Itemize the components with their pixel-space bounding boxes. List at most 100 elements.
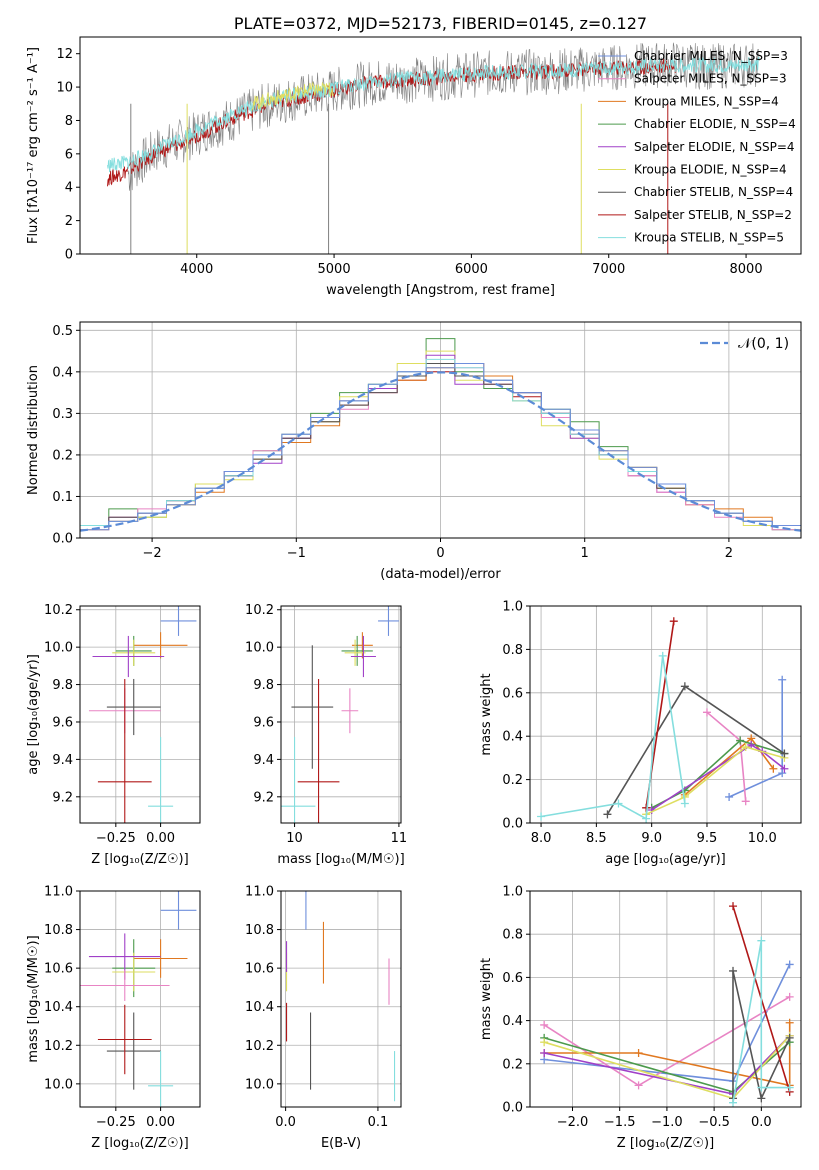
errorbar-point-7 xyxy=(97,678,152,823)
errorbar-point-6 xyxy=(106,678,161,736)
weight-marker xyxy=(785,992,794,1001)
x-tick-label: 6000 xyxy=(455,262,488,277)
y-tick-label: 0 xyxy=(65,248,73,263)
plot-area xyxy=(80,891,197,1107)
axes-frame xyxy=(79,890,201,1108)
y-tick-label: 9.4 xyxy=(52,753,73,768)
errorbar-point-7 xyxy=(297,678,340,823)
y-tick-label: 0.4 xyxy=(502,1014,523,1029)
weight-marker xyxy=(634,1049,643,1057)
weight-marker xyxy=(769,764,778,773)
x-axis-label: age [log₁₀(age/yr)] xyxy=(605,852,726,867)
x-tick-label: 0 xyxy=(436,546,444,561)
chart-5: −0.25 0.00 10.0 10.2 10.4 10.6 10.8 11.0 Z [log₁… xyxy=(26,885,201,1151)
y-tick-label: 6 xyxy=(65,147,73,162)
plot-area xyxy=(88,606,197,823)
weight-marker xyxy=(614,799,623,808)
legend-label: Kroupa STELIB, N_SSP=5 xyxy=(634,231,784,245)
x-axis-label: mass [log₁₀(M/M☉)] xyxy=(277,852,404,867)
errorbar-point-6 xyxy=(106,1012,161,1090)
weight-series-8 xyxy=(732,940,790,1103)
y-tick-label: 10.0 xyxy=(44,641,73,656)
histogram-series-8 xyxy=(80,363,801,538)
errorbar-point-8 xyxy=(148,1051,174,1107)
spectrum-series-0 xyxy=(127,42,760,191)
weight-marker xyxy=(780,749,789,758)
y-tick-label: 1.0 xyxy=(502,600,523,615)
x-tick-label: 11 xyxy=(391,831,408,846)
errorbar-point-8 xyxy=(281,736,316,823)
x-tick-label: 10.0 xyxy=(748,831,777,846)
errorbar-point-1 xyxy=(133,939,188,978)
x-tick-label: 2 xyxy=(725,546,733,561)
y-tick-label: 11.0 xyxy=(245,885,274,900)
errorbar-point-3 xyxy=(344,639,366,666)
x-tick-label: 5000 xyxy=(318,262,351,277)
weight-marker xyxy=(785,1018,794,1027)
weight-marker xyxy=(785,960,794,969)
x-tick-label: −2.0 xyxy=(557,1115,589,1130)
x-tick-label: −0.25 xyxy=(96,1115,136,1130)
y-tick-label: 0.2 xyxy=(52,448,73,463)
axes-frame xyxy=(529,605,802,824)
x-axis-label: wavelength [Angstrom, rest frame] xyxy=(326,283,555,298)
weight-series-2 xyxy=(544,1022,791,1087)
y-tick-label: 10.4 xyxy=(44,1000,73,1015)
weight-marker xyxy=(669,617,678,626)
axes-frame xyxy=(280,890,402,1108)
chart-title: PLATE=0372, MJD=52173, FIBERID=0145, z=0… xyxy=(234,14,647,33)
x-tick-label: 8.0 xyxy=(531,831,552,846)
y-tick-label: 0.0 xyxy=(502,1101,523,1116)
chart-2: −0.25 0.00 9.2 9.4 9.6 9.8 10.0 10.2 Z [log₁₀(Z/… xyxy=(26,603,201,867)
y-tick-label: 10.2 xyxy=(44,1039,73,1054)
weight-marker xyxy=(642,814,651,823)
y-tick-label: 0.0 xyxy=(502,817,523,832)
weight-marker xyxy=(537,812,546,821)
weight-marker xyxy=(780,764,789,773)
y-tick-label: 10.0 xyxy=(245,1077,274,1092)
y-tick-label: 10.2 xyxy=(44,603,73,618)
axes-frame xyxy=(280,605,402,824)
chart-1: −2 −1 0 1 2 0.0 0.1 0.2 0.3 0.4 0.5 (data-model)/er… xyxy=(26,321,802,582)
plot-area xyxy=(80,338,801,538)
x-tick-label: 9.5 xyxy=(697,831,718,846)
y-tick-label: 0.4 xyxy=(502,730,523,745)
weight-marker xyxy=(729,902,738,911)
x-axis-label: (data-model)/error xyxy=(380,567,501,582)
weight-series-6 xyxy=(732,970,791,1101)
y-axis-label: Normed distribution xyxy=(26,365,41,495)
legend-label: Chabrier ELODIE, N_SSP=4 xyxy=(634,117,796,131)
y-tick-label: 0.0 xyxy=(52,532,73,547)
y-tick-label: 0.6 xyxy=(502,686,523,701)
errorbar-point-4 xyxy=(92,635,165,678)
weight-series-5 xyxy=(645,746,785,816)
weight-series-4 xyxy=(651,743,785,811)
y-tick-label: 9.6 xyxy=(52,715,73,730)
legend-label: Chabrier MILES, N_SSP=3 xyxy=(634,49,788,63)
x-tick-label: 0.0 xyxy=(751,1115,772,1130)
x-tick-label: 10 xyxy=(286,831,303,846)
y-axis-label: age [log₁₀(age/yr)] xyxy=(26,654,41,775)
y-tick-label: 10.2 xyxy=(245,603,274,618)
y-tick-label: 10.6 xyxy=(44,962,73,977)
x-tick-label: −0.5 xyxy=(698,1115,730,1130)
x-tick-label: −0.25 xyxy=(96,831,136,846)
errorbar-point-6 xyxy=(291,645,334,769)
y-axis-label: Flux [fλ10⁻¹⁷ erg cm⁻² s⁻¹ A⁻¹] xyxy=(26,47,41,244)
x-tick-label: −1.5 xyxy=(604,1115,636,1130)
x-tick-label: 0.1 xyxy=(368,1115,389,1130)
weight-marker xyxy=(540,1049,549,1057)
gaussian-curve xyxy=(80,371,801,532)
weight-marker xyxy=(778,675,787,684)
y-tick-label: 0.6 xyxy=(502,971,523,986)
chart-0: 4000 5000 6000 7000 8000 0 2 4 6 8 10 12 wavelength … xyxy=(26,14,802,298)
plot-area xyxy=(540,902,794,1107)
y-tick-label: 4 xyxy=(65,181,73,196)
errorbar-point-3 xyxy=(112,639,156,666)
weight-marker xyxy=(785,1033,794,1042)
chart-7: −2.0 −1.5 −1.0 −0.5 0.0 0.0 0.2 0.4 0.6 0.8 1.0 Z [… xyxy=(479,885,802,1151)
y-tick-label: 9.8 xyxy=(52,678,73,693)
y-tick-label: 10.6 xyxy=(245,962,274,977)
spectrum-series-2 xyxy=(107,56,760,173)
